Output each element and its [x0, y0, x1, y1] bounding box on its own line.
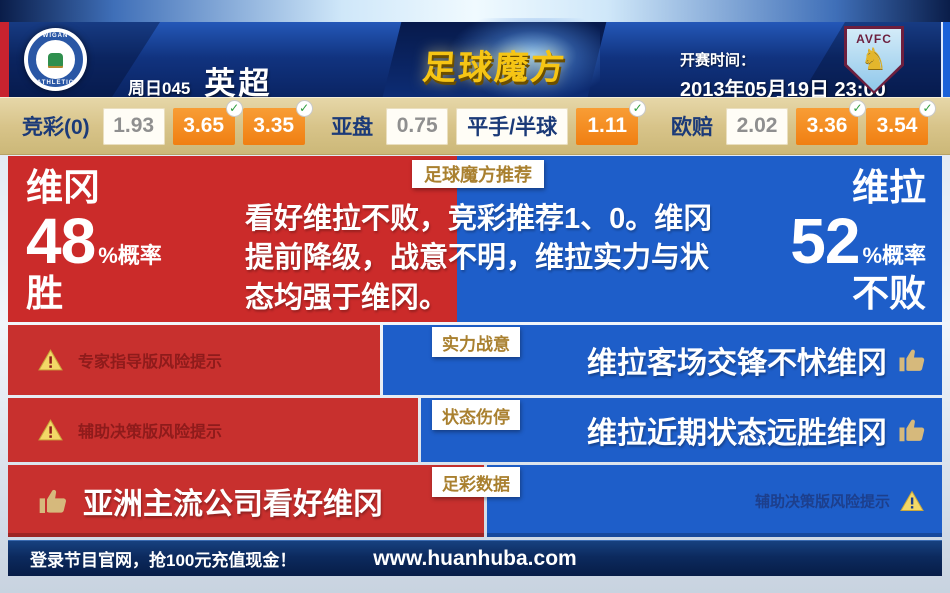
risk-warning-text: 辅助决策版风险提示 [754, 493, 890, 511]
thumbs-up-icon [899, 349, 925, 372]
analysis-row-form: 辅助决策版风险提示 维拉近期状态远胜维冈 状态伤停 [8, 398, 942, 462]
away-team-name: 维拉 [852, 167, 926, 208]
analysis-statement-text: 维拉客场交锋不怵维冈 [587, 347, 887, 380]
odds-value: 3.36 [806, 114, 848, 137]
top-glow-strip [0, 0, 950, 22]
league-name: 英超 [204, 66, 273, 101]
kickoff-time: 开赛时间： 2013年05月19日 23:00 [680, 49, 886, 102]
away-prediction-block: 维拉 52 %概率 不败 [790, 166, 926, 318]
warning-icon [38, 349, 63, 371]
row-blue-block: 辅助决策版风险提示 [487, 465, 942, 537]
check-icon: ✓ [295, 99, 313, 117]
check-icon: ✓ [919, 99, 936, 117]
match-number: 周日045 [128, 79, 191, 98]
odds-value: 1.11 [587, 114, 628, 137]
yapan-label: 亚盘 [331, 116, 374, 139]
home-team-name: 维冈 [26, 167, 100, 208]
home-crest-ring: WIGAN ATHLETIC [28, 32, 83, 87]
away-unbeaten-probability: 52 [790, 205, 860, 277]
odds-cell-yapan-away[interactable]: 1.11 ✓ [576, 99, 647, 145]
check-icon: ✓ [849, 99, 866, 117]
match-info: 周日045 英超 [128, 58, 272, 103]
home-probability-row: 48 %概率 [26, 205, 162, 277]
home-crest-text-top: WIGAN [42, 33, 69, 39]
recommendation-badge: 足球魔方推荐 [412, 160, 544, 188]
risk-notice-left: 专家指导版风险提示 [38, 348, 222, 372]
lion-icon: ♞ [860, 42, 888, 77]
check-icon: ✓ [225, 99, 243, 117]
away-crest-abbr: AVFC [856, 32, 892, 46]
analysis-row-lottery-data: 亚洲主流公司看好维冈 辅助决策版风险提示 足彩数据 [8, 465, 942, 537]
warning-icon [900, 490, 924, 511]
odds-cell-jingcai-draw[interactable]: 3.65 ✓ [172, 99, 243, 145]
risk-notice-right: 辅助决策版风险提示 [754, 490, 924, 512]
odds-value: 3.35 [253, 114, 295, 137]
show-logo: 足球魔方 [420, 49, 568, 87]
jingcai-label: 竞彩(0) [22, 116, 90, 139]
thumbs-up-icon [39, 489, 67, 513]
row-red-block: 专家指导版风险提示 [8, 325, 380, 395]
row-red-block: 辅助决策版风险提示 [8, 398, 418, 462]
analysis-statement: 亚洲主流公司看好维冈 [36, 479, 383, 523]
odds-cell-yapan-home[interactable]: 0.75 [386, 107, 449, 145]
row-badge: 实力战意 [432, 327, 520, 357]
warning-icon [38, 419, 63, 441]
home-crest-text-bottom: ATHLETIC [36, 80, 75, 86]
odds-cell-jingcai-lose[interactable]: 3.35 ✓ [242, 99, 313, 145]
header: WIGAN ATHLETIC 周日045 英超 足球魔方 开赛时间： 2013年… [0, 18, 950, 101]
row-red-block: 亚洲主流公司看好维冈 [8, 465, 484, 537]
right-edge-stripe [941, 22, 950, 97]
analysis-statement: 维拉客场交锋不怵维冈 [587, 338, 928, 382]
row-badge: 状态伤停 [432, 400, 520, 430]
analysis-row-strength: 专家指导版风险提示 维拉客场交锋不怵维冈 实力战意 [8, 325, 942, 395]
row-badge: 足彩数据 [432, 467, 520, 497]
away-outcome: 不败 [852, 273, 926, 314]
kickoff-time-label: 开赛时间： [680, 52, 756, 69]
analysis-statement-text: 亚洲主流公司看好维冈 [83, 488, 383, 521]
check-icon: ✓ [629, 99, 647, 117]
home-win-probability: 48 [26, 205, 96, 277]
footer-bar: 登录节目官网，抢100元充值现金！ www.huanhuba.com [8, 540, 942, 576]
thumbs-up-icon [899, 419, 925, 442]
home-outcome: 胜 [26, 273, 63, 314]
oupei-label: 欧赔 [671, 116, 713, 139]
crest-emblem [48, 53, 63, 66]
odds-value: 3.54 [876, 114, 918, 137]
analysis-statement: 维拉近期状态远胜维冈 [587, 408, 928, 452]
analysis-statement-text: 维拉近期状态远胜维冈 [587, 417, 887, 450]
recommendation-text: 看好维拉不败，竞彩推荐1、0。维冈提前降级，战意不明，维拉实力与状态均强于维冈。 [245, 203, 713, 314]
odds-bar: 竞彩(0) 1.93 3.65 ✓ 3.35 ✓ 亚盘 0.75 平手/半球 1… [0, 97, 950, 155]
left-edge-stripe [0, 22, 9, 97]
main-panel: 足球魔方推荐 维冈 48 %概率 胜 看好维拉不败，竞彩推荐1、0。维冈提前降级… [8, 156, 942, 322]
odds-value: 2.02 [736, 114, 778, 137]
odds-cell-oupei-draw[interactable]: 3.36 ✓ [796, 99, 866, 145]
risk-warning-text: 辅助决策版风险提示 [78, 424, 223, 441]
odds-value: 0.75 [396, 114, 438, 137]
promo-text: 登录节目官网，抢100元充值现金！ [30, 551, 297, 570]
risk-warning-text: 专家指导版风险提示 [78, 354, 223, 371]
odds-cell-oupei-win[interactable]: 2.02 [726, 107, 788, 145]
home-team-crest: WIGAN ATHLETIC [24, 28, 87, 91]
odds-cell-jingcai-win[interactable]: 1.93 [102, 107, 165, 145]
home-probability-suffix: %概率 [98, 243, 162, 268]
odds-value: 平手/半球 [467, 116, 558, 139]
odds-cell-oupei-lose[interactable]: 3.54 ✓ [866, 99, 936, 145]
kickoff-time-value: 2013年05月19日 23:00 [680, 79, 886, 101]
website-link[interactable]: www.huanhuba.com [373, 546, 577, 570]
odds-value: 1.93 [113, 114, 155, 137]
home-prediction-block: 维冈 48 %概率 胜 [26, 166, 162, 318]
away-probability-row: 52 %概率 [790, 205, 926, 277]
odds-value: 3.65 [183, 114, 225, 137]
away-probability-suffix: %概率 [862, 243, 926, 268]
risk-notice-left: 辅助决策版风险提示 [38, 418, 222, 442]
odds-cell-yapan-handicap[interactable]: 平手/半球 [456, 107, 569, 145]
light-burst [450, 18, 600, 100]
